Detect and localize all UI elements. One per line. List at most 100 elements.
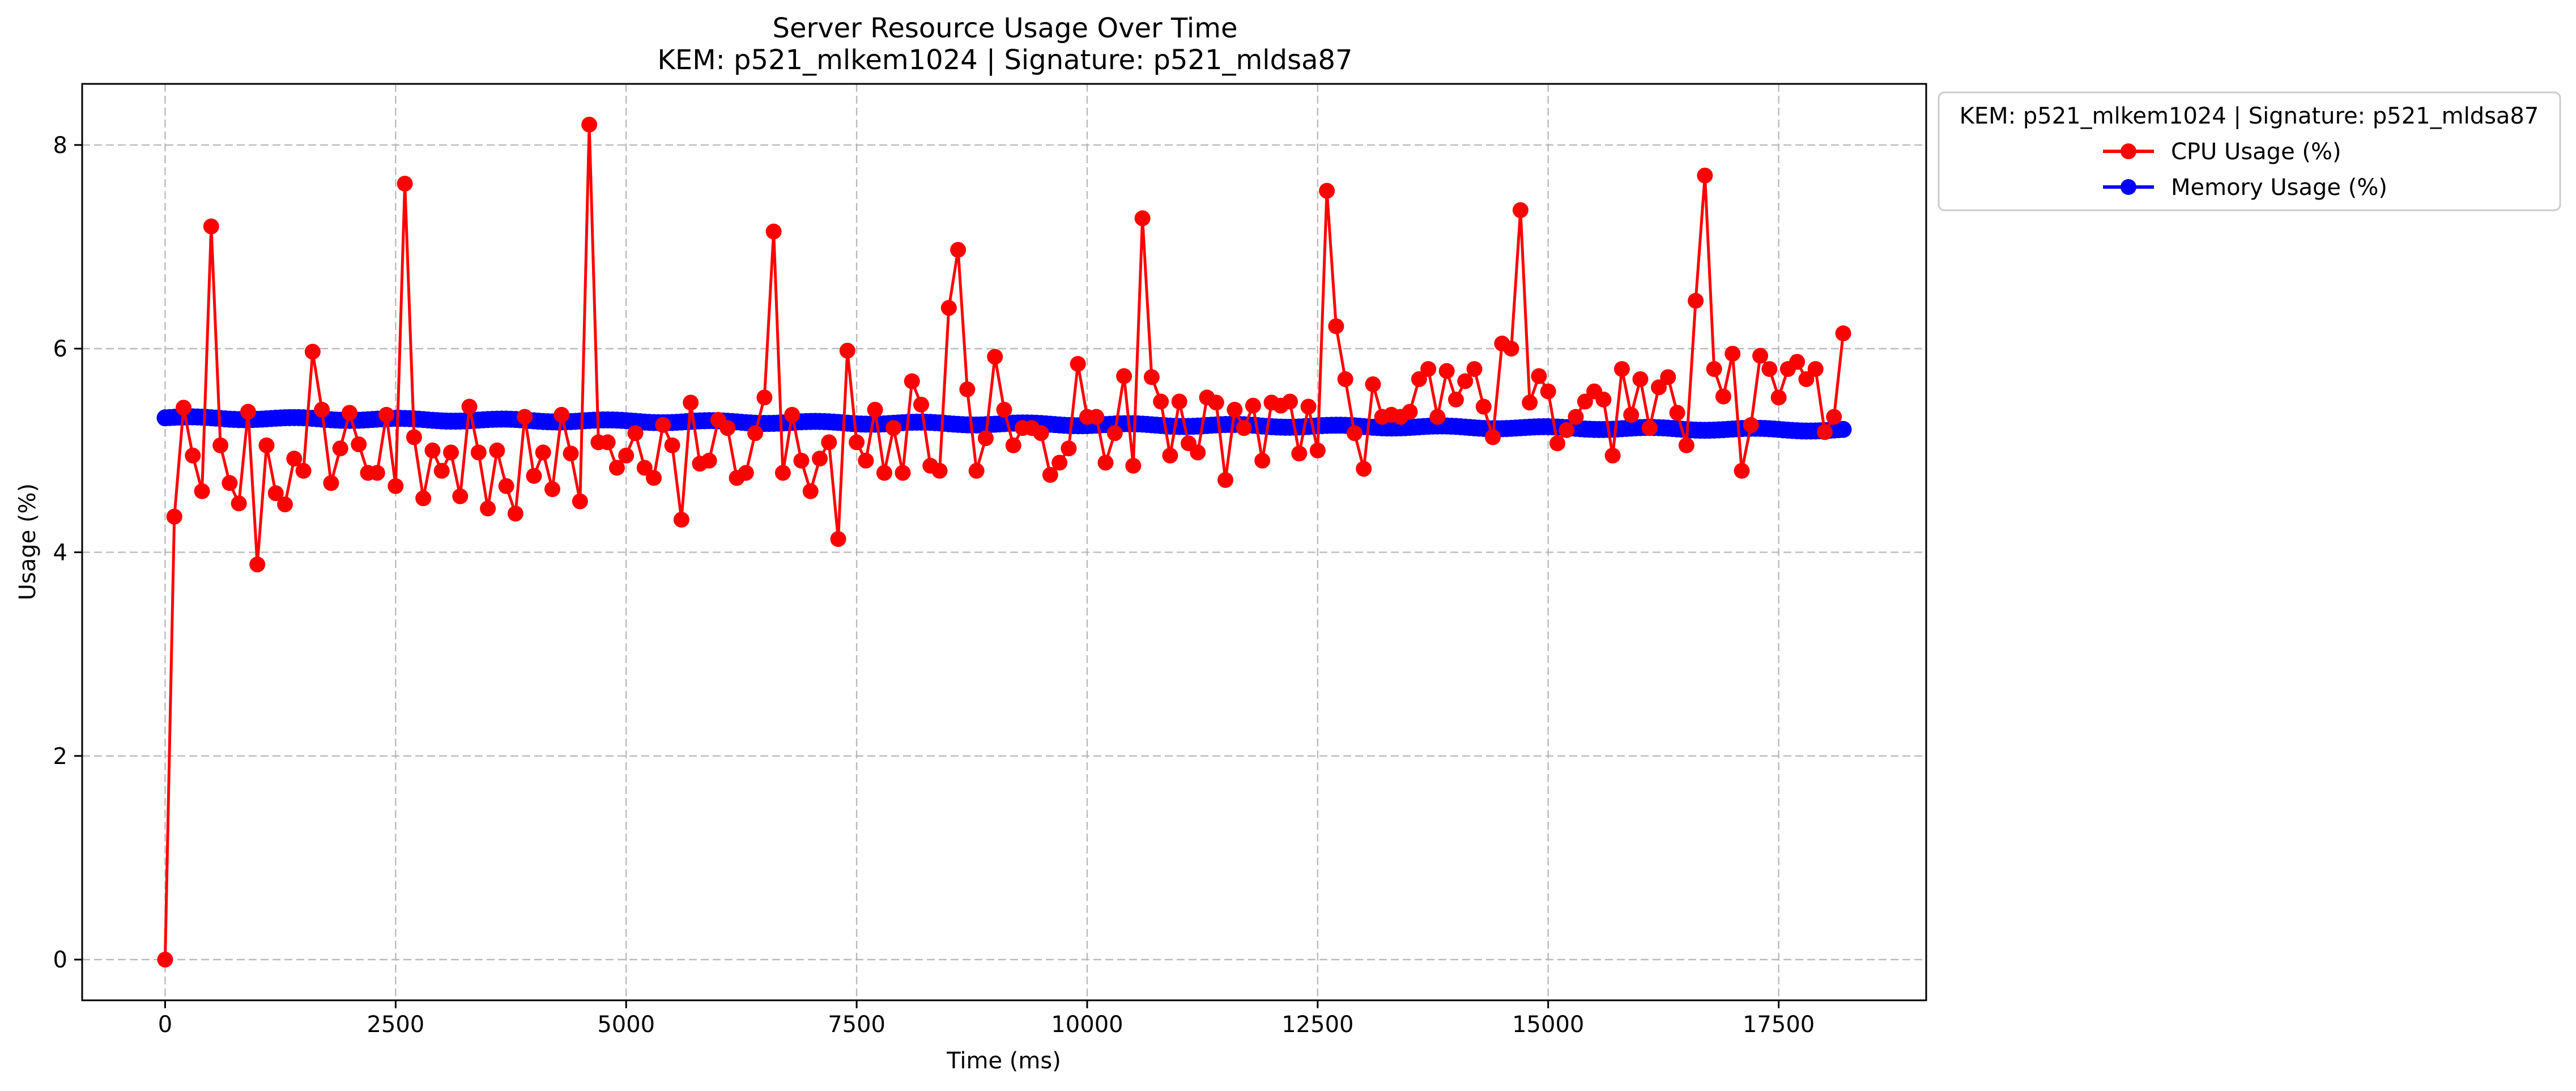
cpu-usage-point [940, 300, 957, 316]
legend-cpu-marker [2121, 143, 2136, 159]
x-tick-label: 7500 [828, 1012, 885, 1038]
cpu-usage-point [1420, 361, 1437, 377]
cpu-usage-point [1097, 455, 1114, 471]
cpu-usage-point [415, 490, 432, 507]
cpu-usage-point [1595, 391, 1612, 407]
cpu-usage-point [286, 451, 303, 467]
cpu-usage-point [1438, 363, 1455, 379]
cpu-usage-point [618, 447, 635, 464]
cpu-usage-point [599, 434, 616, 451]
cpu-usage-point [489, 442, 505, 459]
cpu-usage-point [1816, 424, 1833, 440]
legend-memory-label: Memory Usage (%) [2171, 175, 2387, 201]
cpu-usage-point [1042, 466, 1058, 483]
cpu-usage-point [1051, 455, 1068, 471]
cpu-usage-point [774, 465, 791, 481]
cpu-usage-point [1540, 383, 1556, 400]
cpu-usage-point [397, 176, 413, 192]
cpu-usage-point [424, 442, 441, 459]
cpu-usage-point [1134, 210, 1151, 227]
cpu-usage-point [987, 349, 1003, 365]
cpu-usage-point [166, 508, 182, 525]
cpu-usage-point [194, 483, 210, 499]
cpu-usage-point [1678, 437, 1694, 453]
cpu-usage-point [1743, 417, 1759, 433]
cpu-usage-point [701, 452, 717, 469]
legend-cpu-label: CPU Usage (%) [2171, 139, 2341, 165]
cpu-usage-point [563, 445, 579, 462]
cpu-usage-point [1715, 388, 1731, 405]
y-tick-label: 4 [53, 540, 67, 566]
cpu-usage-point [673, 511, 689, 528]
grid [82, 84, 1926, 1000]
cpu-usage-point [1761, 361, 1778, 377]
cpu-usage-point [553, 406, 570, 423]
cpu-usage-point [1254, 452, 1271, 469]
cpu-usage-point [996, 401, 1012, 418]
cpu-usage-point [157, 952, 173, 968]
x-axis-label: Time (ms) [946, 1048, 1061, 1074]
chart-title: Server Resource Usage Over Time [772, 12, 1237, 44]
cpu-usage-point [931, 462, 948, 479]
cpu-usage-point [1522, 394, 1538, 411]
y-tick-label: 2 [53, 744, 67, 770]
cpu-usage-point [572, 493, 588, 510]
cpu-usage-point [1402, 404, 1418, 420]
cpu-usage-point [323, 475, 339, 491]
cpu-usage-point [535, 444, 551, 461]
cpu-usage-point [1328, 318, 1344, 334]
cpu-usage-point [1632, 371, 1649, 388]
cpu-usage-point [507, 506, 523, 522]
cpu-usage-point [793, 452, 810, 469]
cpu-usage-point [1623, 406, 1640, 423]
cpu-usage-point [627, 425, 644, 442]
cpu-usage-point [1245, 397, 1261, 414]
cpu-usage-point [867, 401, 883, 418]
cpu-usage-point [1475, 398, 1492, 415]
cpu-usage-point [517, 409, 533, 425]
cpu-usage-point [277, 496, 293, 513]
cpu-usage-point [1236, 420, 1252, 436]
cpu-usage-point [839, 342, 855, 359]
memory-usage-point [1834, 421, 1852, 438]
cpu-usage-point [240, 404, 256, 420]
cpu-usage-point [1291, 445, 1308, 462]
cpu-usage-point [295, 462, 312, 479]
y-tick-label: 0 [53, 947, 67, 973]
cpu-usage-point [332, 440, 348, 457]
cpu-usage-point [1789, 354, 1806, 370]
cpu-usage-point [858, 452, 874, 469]
cpu-usage-point [406, 429, 422, 445]
cpu-usage-point [1319, 182, 1335, 199]
cpu-usage-point [176, 400, 192, 416]
cpu-usage-point [1725, 346, 1741, 362]
cpu-usage-point [747, 425, 764, 442]
cpu-usage-point [802, 483, 819, 499]
cpu-usage-point [784, 406, 801, 423]
cpu-usage-point [1061, 440, 1077, 457]
cpu-usage-point [1356, 461, 1372, 477]
cpu-usage-point [1770, 389, 1787, 406]
cpu-usage-point [1752, 347, 1769, 364]
cpu-usage-point [544, 481, 561, 498]
cpu-usage-point [258, 437, 275, 453]
cpu-usage-point [1033, 425, 1049, 442]
cpu-usage-point [1559, 422, 1575, 438]
cpu-usage-point [1346, 425, 1362, 442]
cpu-usage-point [1826, 409, 1842, 425]
cpu-usage-point [683, 394, 699, 411]
cpu-usage-point [1162, 447, 1178, 464]
cpu-usage-point [1549, 435, 1565, 452]
cpu-usage-point [461, 398, 478, 415]
cpu-usage-point [185, 447, 201, 464]
cpu-usage-point [913, 396, 930, 413]
x-tick-label: 2500 [367, 1012, 424, 1038]
cpu-usage-point [433, 462, 450, 479]
cpu-usage-point [1641, 420, 1658, 436]
x-tick-label: 12500 [1281, 1012, 1353, 1038]
cpu-usage-point [1365, 376, 1381, 393]
y-axis-label: Usage (%) [15, 483, 41, 601]
cpu-usage-point [1485, 429, 1501, 445]
cpu-usage-point [765, 223, 782, 240]
cpu-usage-point [304, 343, 321, 360]
